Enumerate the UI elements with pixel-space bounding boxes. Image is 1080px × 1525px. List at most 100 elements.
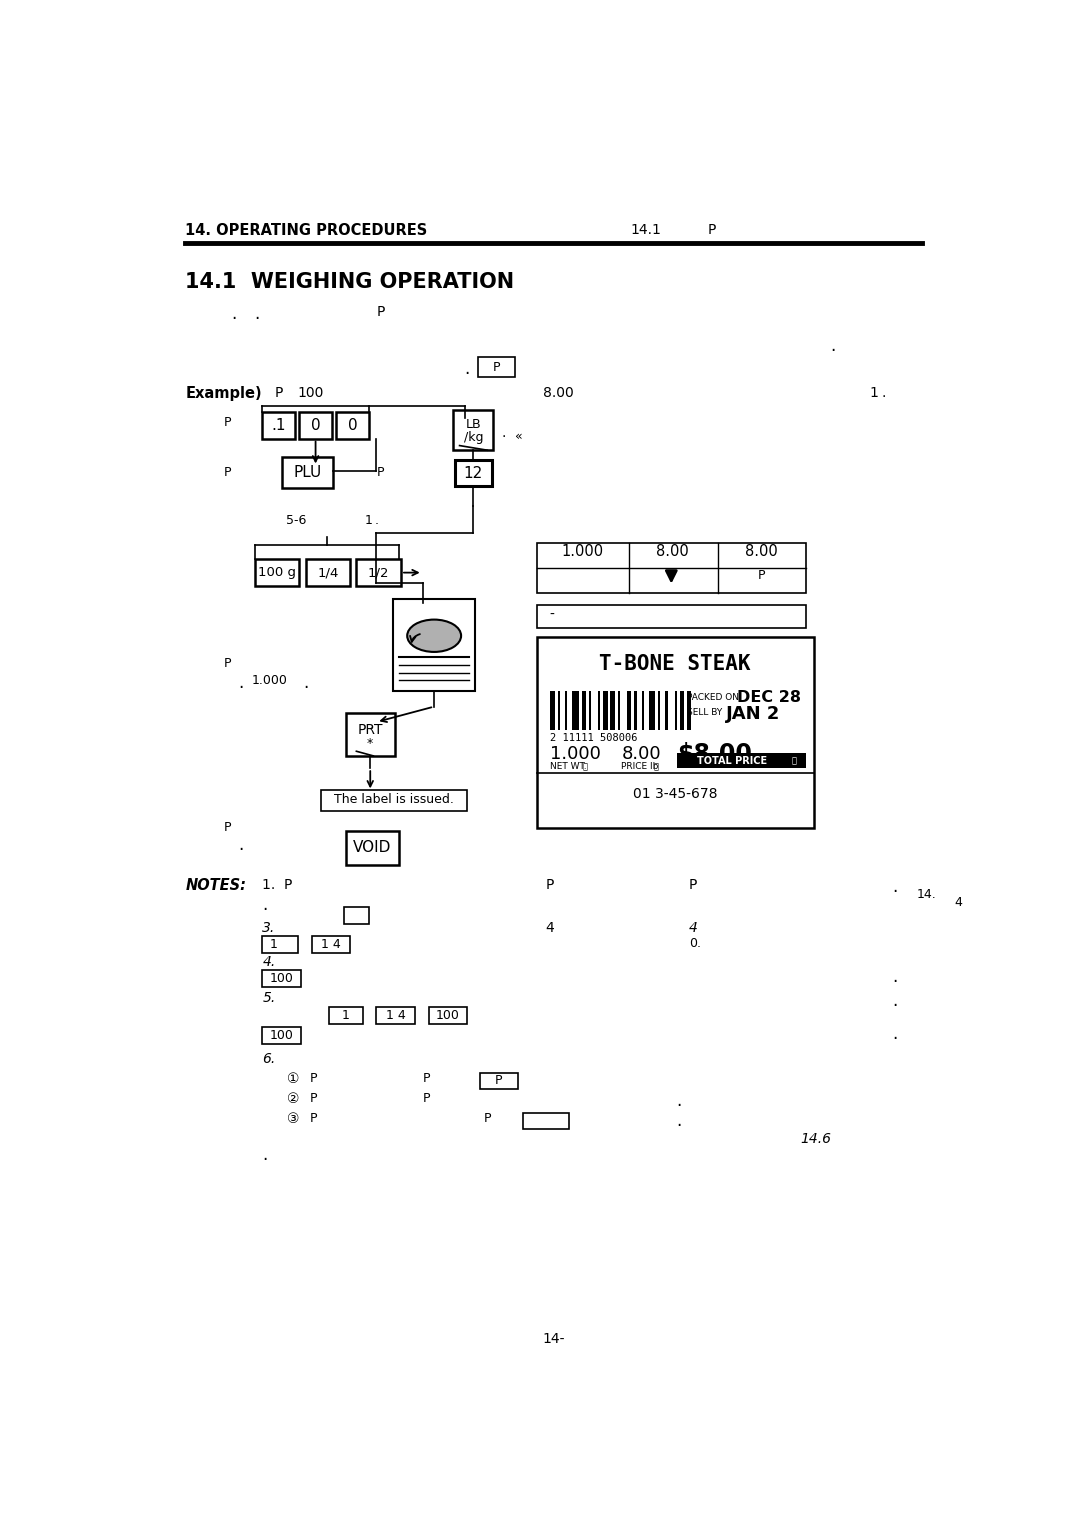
FancyBboxPatch shape bbox=[328, 1006, 363, 1023]
Text: P: P bbox=[224, 467, 231, 479]
Text: ①: ① bbox=[287, 1072, 299, 1086]
FancyBboxPatch shape bbox=[537, 543, 806, 593]
Bar bbox=[572, 691, 579, 729]
Text: 4: 4 bbox=[689, 921, 698, 935]
FancyBboxPatch shape bbox=[299, 412, 332, 439]
Bar bbox=[658, 691, 660, 729]
FancyBboxPatch shape bbox=[537, 605, 806, 628]
Text: P: P bbox=[422, 1092, 430, 1104]
Text: .: . bbox=[881, 386, 886, 400]
Text: The label is issued.: The label is issued. bbox=[334, 793, 454, 807]
Text: 0: 0 bbox=[348, 418, 357, 433]
Text: .1: .1 bbox=[271, 418, 286, 433]
FancyBboxPatch shape bbox=[262, 1026, 301, 1043]
Text: PACKED ON: PACKED ON bbox=[688, 692, 740, 702]
Text: 4.: 4. bbox=[262, 955, 275, 968]
Text: P: P bbox=[377, 467, 383, 479]
Text: P: P bbox=[495, 1074, 502, 1087]
Bar bbox=[627, 691, 632, 729]
Text: PRICE lb: PRICE lb bbox=[621, 762, 659, 772]
Text: DEC 28: DEC 28 bbox=[737, 689, 800, 705]
Text: 100: 100 bbox=[270, 1029, 294, 1042]
Text: P: P bbox=[224, 657, 231, 669]
Text: 14-: 14- bbox=[542, 1331, 565, 1347]
Text: 14. OPERATING PROCEDURES: 14. OPERATING PROCEDURES bbox=[186, 223, 428, 238]
FancyBboxPatch shape bbox=[478, 357, 515, 377]
Text: 1 4: 1 4 bbox=[386, 1010, 405, 1022]
Text: 1.000: 1.000 bbox=[551, 746, 602, 762]
Text: .: . bbox=[501, 427, 505, 441]
Text: P: P bbox=[492, 360, 500, 374]
Text: JAN 2: JAN 2 bbox=[726, 705, 781, 723]
FancyBboxPatch shape bbox=[356, 558, 401, 587]
Text: 14.6: 14.6 bbox=[800, 1132, 831, 1145]
Text: VOID: VOID bbox=[353, 840, 392, 856]
Text: P: P bbox=[224, 415, 231, 429]
FancyBboxPatch shape bbox=[429, 1006, 468, 1023]
Text: T-BONE STEAK: T-BONE STEAK bbox=[599, 654, 751, 674]
Text: 3.: 3. bbox=[262, 921, 275, 935]
Text: Ⓢ: Ⓢ bbox=[653, 762, 659, 772]
Text: ③: ③ bbox=[287, 1112, 299, 1125]
Text: 5.: 5. bbox=[262, 991, 275, 1005]
Text: P: P bbox=[274, 386, 283, 400]
FancyBboxPatch shape bbox=[523, 1113, 569, 1128]
FancyBboxPatch shape bbox=[283, 458, 334, 488]
Text: 100 g: 100 g bbox=[258, 566, 296, 580]
FancyBboxPatch shape bbox=[306, 558, 350, 587]
Text: 6.: 6. bbox=[262, 1052, 275, 1066]
Text: 0: 0 bbox=[311, 418, 321, 433]
Text: .: . bbox=[255, 305, 260, 323]
Text: 8.00: 8.00 bbox=[621, 746, 661, 762]
FancyBboxPatch shape bbox=[262, 970, 301, 987]
Text: ②: ② bbox=[287, 1092, 299, 1106]
Text: 01 3-45-678: 01 3-45-678 bbox=[633, 787, 717, 801]
Text: P: P bbox=[758, 569, 765, 583]
Text: 14.: 14. bbox=[917, 889, 936, 901]
Bar bbox=[618, 691, 620, 729]
Text: 14.1  WEIGHING OPERATION: 14.1 WEIGHING OPERATION bbox=[186, 271, 514, 291]
Bar bbox=[598, 691, 600, 729]
Bar bbox=[649, 691, 656, 729]
Text: 12: 12 bbox=[463, 465, 483, 480]
Text: .: . bbox=[892, 991, 897, 1010]
Text: Ⓕ: Ⓕ bbox=[583, 762, 588, 772]
Text: TOTAL PRICE: TOTAL PRICE bbox=[697, 755, 767, 766]
Text: 4: 4 bbox=[545, 921, 554, 935]
Text: .: . bbox=[231, 305, 237, 323]
Text: Ⓢ: Ⓢ bbox=[792, 756, 796, 766]
Text: P: P bbox=[310, 1072, 318, 1084]
FancyBboxPatch shape bbox=[346, 831, 400, 865]
FancyBboxPatch shape bbox=[454, 410, 494, 450]
Text: NOTES:: NOTES: bbox=[186, 877, 246, 892]
Text: 8.00: 8.00 bbox=[745, 543, 778, 558]
Text: 1 4: 1 4 bbox=[321, 938, 341, 952]
Text: .: . bbox=[262, 897, 268, 913]
Text: P: P bbox=[484, 1112, 491, 1124]
Bar bbox=[604, 691, 608, 729]
Text: NET WT.: NET WT. bbox=[551, 762, 588, 772]
Text: .: . bbox=[892, 968, 897, 987]
FancyBboxPatch shape bbox=[455, 461, 491, 486]
FancyBboxPatch shape bbox=[346, 712, 395, 756]
Text: 4: 4 bbox=[954, 897, 962, 909]
Bar bbox=[677, 753, 806, 769]
Bar bbox=[589, 691, 591, 729]
Text: .: . bbox=[677, 1112, 681, 1130]
Bar bbox=[634, 691, 636, 729]
Bar bbox=[675, 691, 677, 729]
Text: .: . bbox=[677, 1092, 681, 1110]
Text: 100: 100 bbox=[436, 1010, 460, 1022]
FancyBboxPatch shape bbox=[312, 936, 350, 953]
Text: .: . bbox=[464, 360, 470, 378]
Text: P: P bbox=[310, 1092, 318, 1104]
Text: .: . bbox=[892, 1025, 897, 1043]
Text: SELL BY: SELL BY bbox=[688, 708, 723, 717]
Ellipse shape bbox=[407, 619, 461, 651]
Bar bbox=[680, 691, 685, 729]
FancyBboxPatch shape bbox=[537, 637, 813, 828]
FancyBboxPatch shape bbox=[262, 936, 298, 953]
Text: .: . bbox=[375, 514, 379, 528]
Text: 1.000: 1.000 bbox=[562, 543, 604, 558]
Text: 1: 1 bbox=[341, 1010, 350, 1022]
